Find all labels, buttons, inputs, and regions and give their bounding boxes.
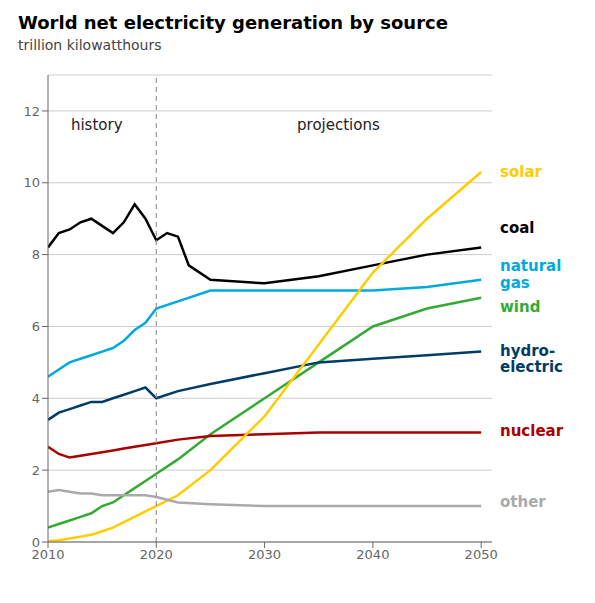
svg-text:2: 2: [32, 463, 40, 478]
svg-text:other: other: [500, 493, 546, 511]
svg-text:6: 6: [32, 319, 40, 334]
html-text:trillion kilowatthours: trillion kilowatthours: [18, 37, 162, 53]
svg-text:solar: solar: [500, 163, 542, 181]
svg-text:8: 8: [32, 247, 40, 262]
svg-text:2030: 2030: [248, 547, 281, 562]
svg-text:wind: wind: [500, 298, 540, 316]
svg-text:hydro-electric: hydro-electric: [500, 342, 563, 377]
svg-text:2050: 2050: [465, 547, 498, 562]
svg-text:2020: 2020: [140, 547, 173, 562]
html-text:World net electricity generati: World net electricity generation by sour…: [18, 12, 448, 33]
svg-text:2040: 2040: [356, 547, 389, 562]
svg-text:history: history: [71, 116, 123, 134]
svg-text:2010: 2010: [31, 547, 65, 563]
svg-text:12: 12: [23, 104, 40, 119]
svg-text:nuclear: nuclear: [500, 422, 564, 440]
svg-text:naturalgas: naturalgas: [500, 257, 561, 292]
svg-text:coal: coal: [500, 219, 534, 237]
svg-text:0: 0: [32, 535, 40, 550]
svg-text:10: 10: [23, 175, 40, 190]
svg-text:4: 4: [32, 391, 40, 406]
svg-text:projections: projections: [297, 116, 380, 134]
